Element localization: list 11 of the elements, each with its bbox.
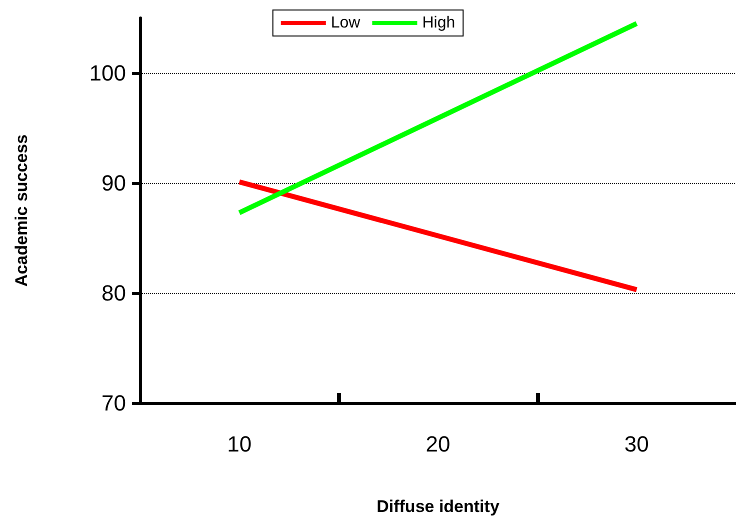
y-tick-label: 100 [89, 60, 126, 86]
x-tick-label: 30 [624, 432, 649, 456]
x-tick-label: 20 [426, 432, 450, 456]
legend-label: High [422, 14, 456, 32]
x-axis-title: Diffuse identity [376, 497, 500, 516]
y-tick-label: 80 [102, 280, 126, 306]
y-axis-title: Academic success [12, 134, 31, 287]
legend-label: Low [330, 14, 361, 32]
x-tick-label: 10 [227, 432, 252, 456]
y-tick-label: 70 [102, 390, 126, 416]
y-tick-label: 90 [102, 170, 126, 196]
